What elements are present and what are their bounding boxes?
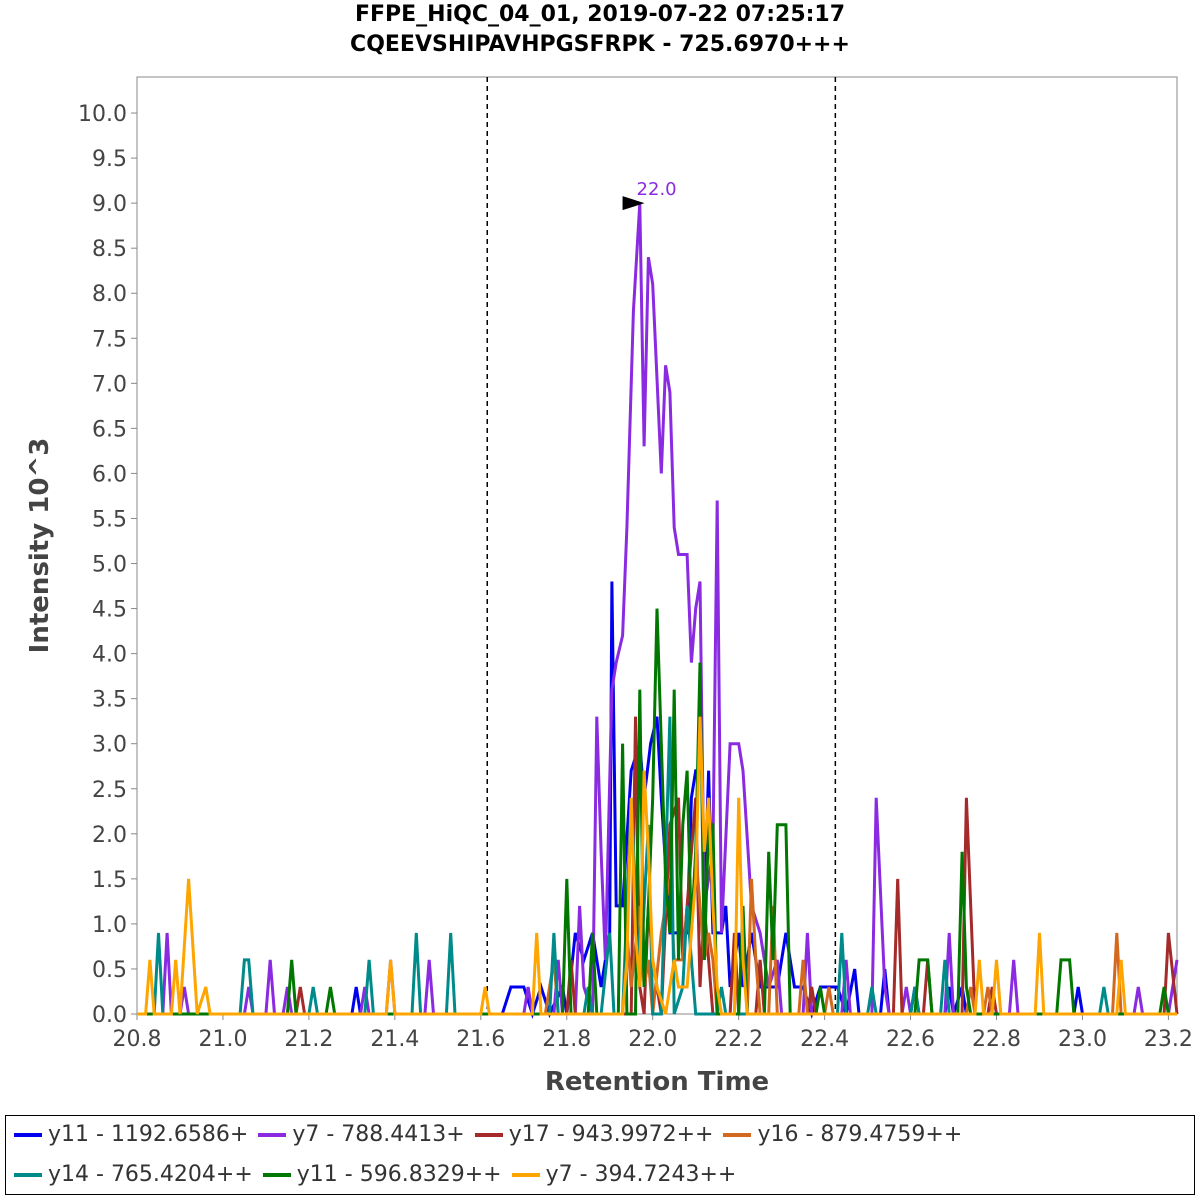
peak-annotation-label: 22.0 <box>637 179 677 200</box>
y-tick-label: 4.5 <box>92 598 127 623</box>
y-tick-label: 6.5 <box>92 417 127 442</box>
y-tick-label: 10.0 <box>78 102 127 127</box>
peak-marker-arrow <box>622 196 645 211</box>
legend-swatch <box>14 1172 42 1177</box>
y-tick-label: 3.5 <box>92 688 127 713</box>
y-tick-label: 4.0 <box>92 643 127 668</box>
y-tick-label: 1.5 <box>92 868 127 893</box>
legend-swatch <box>723 1132 752 1137</box>
y-tick-label: 9.0 <box>92 192 127 217</box>
y-tick-label: 0.5 <box>92 958 127 983</box>
legend-item: y14 - 765.4204++ <box>14 1162 253 1187</box>
legend-item: y11 - 1192.6586+ <box>14 1122 248 1147</box>
y-tick-label: 1.0 <box>92 913 127 938</box>
x-tick-label: 21.6 <box>456 1027 505 1052</box>
legend-row: y11 - 1192.6586+ y7 - 788.4413+ y17 - 943.… <box>14 1122 972 1147</box>
legend-label: y7 - 394.7243++ <box>545 1162 737 1187</box>
x-tick-label: 22.8 <box>972 1027 1021 1052</box>
x-tick-label: 22.0 <box>628 1027 677 1052</box>
x-tick-label: 21.0 <box>198 1027 247 1052</box>
series-line <box>137 608 1177 1016</box>
legend-item: y11 - 596.8329++ <box>262 1162 502 1187</box>
y-axis-label: Intensity 10^3 <box>25 438 55 654</box>
legend-item: y16 - 879.4759++ <box>723 1122 962 1147</box>
x-tick-label: 22.2 <box>714 1027 763 1052</box>
legend-swatch <box>14 1132 42 1137</box>
legend-label: y16 - 879.4759++ <box>757 1122 963 1147</box>
legend: y11 - 1192.6586+ y7 - 788.4413+ y17 - 943.… <box>5 1115 1195 1195</box>
x-tick-label: 22.6 <box>886 1027 935 1052</box>
y-tick-label: 3.0 <box>92 733 127 758</box>
y-tick-label: 2.0 <box>92 823 127 848</box>
legend-label: y11 - 596.8329++ <box>296 1162 502 1187</box>
legend-swatch <box>511 1172 540 1177</box>
y-tick-label: 0.0 <box>92 1003 127 1028</box>
legend-label: y14 - 765.4204++ <box>48 1162 253 1187</box>
legend-item: y17 - 943.9972++ <box>474 1122 714 1147</box>
legend-swatch <box>262 1172 291 1177</box>
x-tick-label: 22.4 <box>800 1027 849 1052</box>
legend-swatch <box>474 1132 503 1137</box>
legend-item: y7 - 394.7243++ <box>511 1162 737 1187</box>
y-tick-label: 2.5 <box>92 778 127 803</box>
chart-subtitle: CQEEVSHIPAVHPGSFRPK - 725.6970+++ <box>350 32 850 57</box>
y-tick-label: 6.0 <box>92 462 127 487</box>
legend-swatch <box>258 1132 287 1137</box>
legend-item: y7 - 788.4413+ <box>258 1122 465 1147</box>
legend-label: y7 - 788.4413+ <box>292 1122 465 1147</box>
legend-label: y17 - 943.9972++ <box>508 1122 714 1147</box>
x-tick-label: 21.4 <box>370 1027 419 1052</box>
series-group <box>137 203 1179 1019</box>
y-tick-label: 8.0 <box>92 282 127 307</box>
y-tick-label: 7.0 <box>92 372 127 397</box>
y-tick-label: 8.5 <box>92 237 127 262</box>
y-tick-label: 5.0 <box>92 553 127 578</box>
x-tick-label: 20.8 <box>113 1027 162 1052</box>
x-tick-label: 21.2 <box>284 1027 333 1052</box>
legend-label: y11 - 1192.6586+ <box>48 1122 249 1147</box>
chart-title: FFPE_HiQC_04_01, 2019-07-22 07:25:17 <box>354 2 846 27</box>
x-tick-label: 23.2 <box>1144 1027 1193 1052</box>
legend-row: y14 - 765.4204++ y11 - 596.8329++ y7 - 394… <box>14 1162 746 1187</box>
x-tick-label: 21.8 <box>542 1027 591 1052</box>
plot-area <box>136 76 1178 1015</box>
y-tick-label: 7.5 <box>92 327 127 352</box>
series-line <box>137 716 1177 1016</box>
y-tick-label: 5.5 <box>92 507 127 532</box>
x-axis-label: Retention Time <box>545 1067 769 1097</box>
y-tick-label: 9.5 <box>92 147 127 172</box>
x-tick-label: 23.0 <box>1058 1027 1107 1052</box>
chromatogram-chart: 20.8 21.0 21.2 21.4 21.6 21.8 22.0 22.2 22.4 22.6… <box>25 76 1193 1097</box>
